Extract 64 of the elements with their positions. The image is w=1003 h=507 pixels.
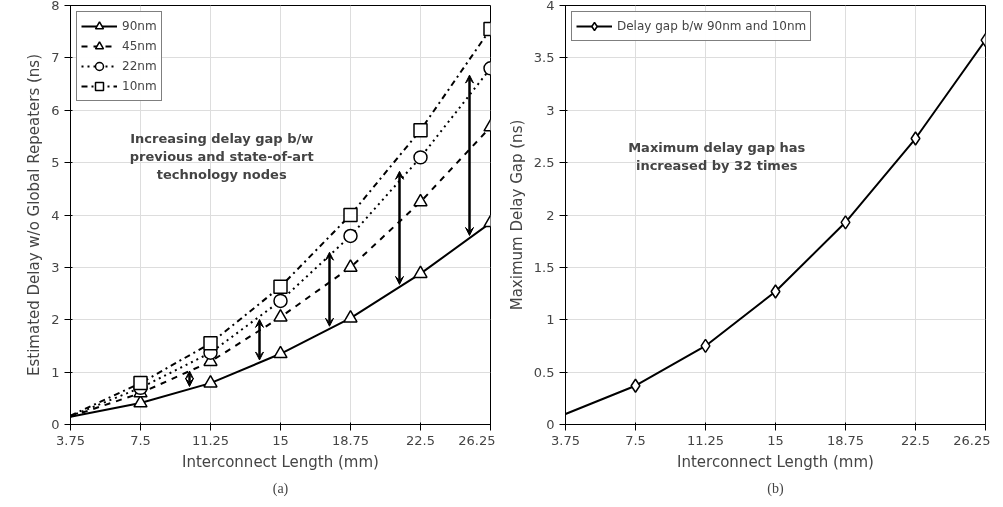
point xyxy=(910,131,921,146)
point xyxy=(273,279,288,294)
y-tick-label: 2 xyxy=(546,207,555,223)
x-tick-label: 11.25 xyxy=(191,432,230,448)
point xyxy=(343,259,358,272)
point xyxy=(840,215,851,230)
x-tick-label: 18.75 xyxy=(826,432,865,448)
point xyxy=(413,150,428,165)
x-tick-label: 22.5 xyxy=(406,432,435,448)
y-tick-label: 6 xyxy=(51,102,60,118)
y-tick-label: 1 xyxy=(546,312,555,328)
x-axis-title: Interconnect Length (mm) xyxy=(182,452,379,471)
y-tick-label: 1.5 xyxy=(533,259,555,275)
legend-label: 90nm xyxy=(122,18,157,35)
point xyxy=(273,308,288,322)
point xyxy=(133,375,148,391)
point xyxy=(413,193,428,207)
x-tick-label: 3.75 xyxy=(56,432,85,448)
y-tick-label: 3 xyxy=(546,102,555,118)
x-tick-label: 26.25 xyxy=(458,432,496,448)
y-tick-label: 0.5 xyxy=(533,364,555,380)
point xyxy=(273,293,288,309)
x-tick-label: 11.25 xyxy=(686,432,725,448)
legend-label: 10nm xyxy=(122,78,157,95)
y-axis-title: Maximum Delay Gap (ns) xyxy=(507,119,526,311)
y-tick-label: 5 xyxy=(51,155,60,171)
y-tick-label: 0 xyxy=(546,417,555,432)
y-tick-label: 3 xyxy=(51,259,60,275)
point xyxy=(413,122,428,138)
x-tick-label: 26.25 xyxy=(953,432,991,448)
x-tick-label: 15 xyxy=(767,432,784,448)
point xyxy=(273,345,288,359)
y-tick-label: 1 xyxy=(51,364,60,380)
x-tick-label: 22.5 xyxy=(901,432,930,448)
x-tick-label: 15 xyxy=(272,432,289,448)
point xyxy=(343,309,358,323)
y-axis-title: Estimated Delay w/o Global Repeaters (ns) xyxy=(25,53,44,377)
y-tick-label: 4 xyxy=(51,207,60,223)
y-tick-label: 7 xyxy=(51,50,60,66)
point xyxy=(343,228,358,244)
legend-label: 22nm xyxy=(122,58,157,75)
x-tick-label: 18.75 xyxy=(331,432,370,448)
legend-label: Delay gap b/w 90nm and 10nm xyxy=(617,18,807,35)
legend-label: 45nm xyxy=(122,38,157,55)
x-tick-label: 7.5 xyxy=(625,432,646,448)
x-tick-label: 7.5 xyxy=(130,432,151,448)
y-tick-label: 4 xyxy=(546,0,555,13)
y-tick-label: 8 xyxy=(51,0,60,13)
y-tick-label: 2 xyxy=(51,312,60,328)
x-axis-title: Interconnect Length (mm) xyxy=(677,452,874,471)
annotation: Maximum delay gap has increased by 32 times xyxy=(628,139,806,173)
point xyxy=(203,374,218,388)
point xyxy=(413,265,428,279)
y-tick-label: 3.5 xyxy=(533,50,555,66)
point xyxy=(630,378,641,393)
point xyxy=(203,336,218,351)
y-tick-label: 2.5 xyxy=(533,155,555,171)
y-tick-label: 0 xyxy=(51,417,60,432)
point xyxy=(770,284,781,299)
text: (b) xyxy=(767,480,784,497)
x-tick-label: 3.75 xyxy=(551,432,580,448)
annotation: Increasing delay gap b/w previous and state-of-art technology nodes xyxy=(129,130,314,182)
text: (a) xyxy=(272,480,289,497)
point xyxy=(343,207,358,223)
